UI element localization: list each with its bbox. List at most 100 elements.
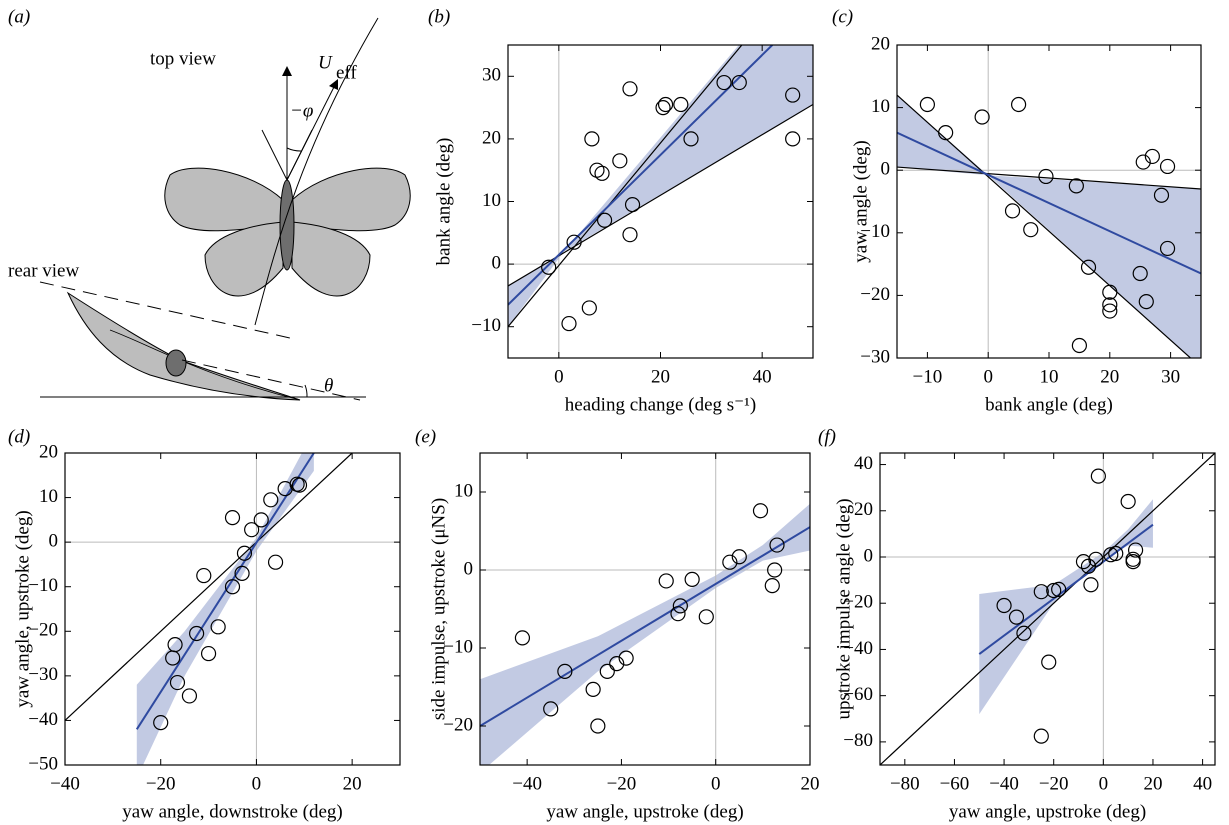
data-point — [786, 132, 800, 146]
data-point — [591, 719, 605, 733]
x-axis-label: yaw angle, upstroke (deg) — [949, 801, 1146, 822]
y-tick-label: 0 — [492, 252, 502, 273]
x-tick-label: 40 — [753, 366, 772, 387]
data-point — [600, 664, 614, 678]
y-tick-label: 0 — [881, 159, 891, 180]
data-point — [1103, 285, 1117, 299]
forewing-right — [292, 168, 410, 231]
data-point — [1072, 338, 1086, 352]
data-point — [613, 154, 627, 168]
data-point — [674, 97, 688, 111]
y-axis-label: side impulse, upstroke (μNS) — [428, 498, 449, 720]
y-axis-label: yaw angle (deg) — [850, 140, 871, 262]
y-tick-label: 20 — [39, 441, 58, 462]
plot-area — [880, 453, 1215, 765]
y-tick-label: 10 — [39, 486, 58, 507]
data-point — [623, 228, 637, 242]
data-point — [659, 574, 673, 588]
data-point — [1006, 204, 1020, 218]
data-point — [585, 132, 599, 146]
x-axis-label: yaw angle, downstroke (deg) — [122, 801, 343, 822]
chart-panel: −40−20020−20−10010yaw angle, upstroke (d… — [415, 426, 820, 822]
velocity-subscript: eff — [336, 62, 357, 83]
data-point — [211, 620, 225, 634]
data-point — [1161, 159, 1175, 173]
x-tick-label: 0 — [983, 366, 993, 387]
diagram: (a) top view rear view U eff −φ θ — [8, 6, 410, 400]
x-tick-label: 0 — [252, 773, 262, 794]
x-tick-label: −20 — [1039, 773, 1069, 794]
x-tick-label: 30 — [1161, 366, 1180, 387]
data-point — [1024, 223, 1038, 237]
x-tick-label: 10 — [1040, 366, 1059, 387]
antenna — [287, 130, 312, 180]
data-point — [264, 493, 278, 507]
plot-area — [897, 45, 1201, 367]
y-axis-label: yaw angle, upstroke (deg) — [12, 510, 33, 707]
angle-arc — [287, 148, 302, 151]
velocity-label: U — [318, 52, 333, 73]
hindwing-right — [292, 222, 370, 296]
x-tick-label: −20 — [146, 773, 176, 794]
x-tick-label: −80 — [890, 773, 920, 794]
plot-area — [508, 0, 813, 358]
data-point — [562, 317, 576, 331]
hindwing-left — [205, 222, 283, 296]
forewing-left — [165, 168, 283, 231]
arrow-head — [282, 66, 292, 76]
y-tick-label: 10 — [482, 190, 501, 211]
x-tick-label: −40 — [50, 773, 80, 794]
antenna — [262, 130, 287, 180]
chart-panel: −80−60−40−2002040−80−60−40−2002040yaw an… — [818, 426, 1215, 822]
y-tick-label: −50 — [28, 753, 58, 774]
x-tick-label: 20 — [1143, 773, 1162, 794]
x-tick-label: 0 — [1099, 773, 1109, 794]
x-tick-label: 40 — [1193, 773, 1212, 794]
y-tick-label: 10 — [454, 480, 473, 501]
data-point — [765, 579, 779, 593]
confidence-band — [979, 499, 1153, 714]
top-view-label: top view — [150, 48, 216, 69]
y-tick-label: −10 — [471, 315, 501, 336]
y-axis-label: upstroke impulse angle (deg) — [833, 498, 854, 719]
data-point — [975, 110, 989, 124]
yaw-label: −φ — [290, 100, 313, 121]
data-point — [1084, 578, 1098, 592]
y-tick-label: 10 — [871, 96, 890, 117]
reference-line — [508, 45, 742, 327]
x-axis-label: bank angle (deg) — [985, 394, 1113, 415]
data-point — [920, 97, 934, 111]
panel-label: (e) — [415, 426, 436, 447]
x-tick-label: 0 — [554, 366, 564, 387]
panel-label: (f) — [818, 426, 836, 447]
data-point — [699, 610, 713, 624]
panel-label: (c) — [832, 6, 853, 27]
panel-label: (d) — [8, 426, 30, 447]
data-point — [590, 163, 604, 177]
y-tick-label: −30 — [860, 346, 890, 367]
data-point — [754, 504, 768, 518]
rear-view-label: rear view — [8, 260, 79, 281]
fit-line — [480, 527, 810, 726]
x-tick-label: −60 — [940, 773, 970, 794]
x-tick-label: −20 — [607, 773, 637, 794]
panel-label: (a) — [8, 6, 30, 27]
panel-label: (b) — [428, 6, 450, 27]
y-tick-label: 40 — [854, 453, 873, 474]
rear-body — [166, 350, 186, 376]
x-tick-label: −10 — [913, 366, 943, 387]
data-point — [582, 301, 596, 315]
data-point — [623, 82, 637, 96]
y-tick-label: 20 — [871, 33, 890, 54]
plot-area — [480, 453, 810, 773]
y-tick-label: −40 — [28, 709, 58, 730]
data-point — [685, 572, 699, 586]
data-point — [1034, 729, 1048, 743]
data-point — [202, 647, 216, 661]
x-tick-label: 20 — [343, 773, 362, 794]
y-tick-label: 0 — [49, 531, 59, 552]
